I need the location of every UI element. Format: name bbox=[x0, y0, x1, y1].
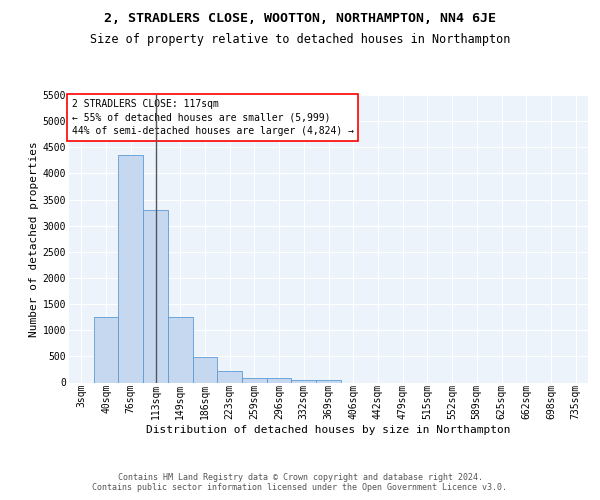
Bar bbox=[168, 317, 193, 382]
Text: Size of property relative to detached houses in Northampton: Size of property relative to detached ho… bbox=[90, 32, 510, 46]
Bar bbox=[242, 378, 267, 382]
Bar bbox=[94, 317, 118, 382]
Bar bbox=[217, 371, 242, 382]
Text: 2 STRADLERS CLOSE: 117sqm
← 55% of detached houses are smaller (5,999)
44% of se: 2 STRADLERS CLOSE: 117sqm ← 55% of detac… bbox=[71, 100, 353, 136]
Bar bbox=[316, 380, 341, 382]
Bar bbox=[193, 358, 217, 382]
Text: 2, STRADLERS CLOSE, WOOTTON, NORTHAMPTON, NN4 6JE: 2, STRADLERS CLOSE, WOOTTON, NORTHAMPTON… bbox=[104, 12, 496, 26]
Text: Contains HM Land Registry data © Crown copyright and database right 2024.
Contai: Contains HM Land Registry data © Crown c… bbox=[92, 473, 508, 492]
Bar bbox=[292, 380, 316, 382]
Bar bbox=[143, 210, 168, 382]
Bar bbox=[267, 378, 292, 382]
Bar bbox=[118, 155, 143, 382]
Y-axis label: Number of detached properties: Number of detached properties bbox=[29, 141, 38, 336]
X-axis label: Distribution of detached houses by size in Northampton: Distribution of detached houses by size … bbox=[146, 424, 511, 434]
